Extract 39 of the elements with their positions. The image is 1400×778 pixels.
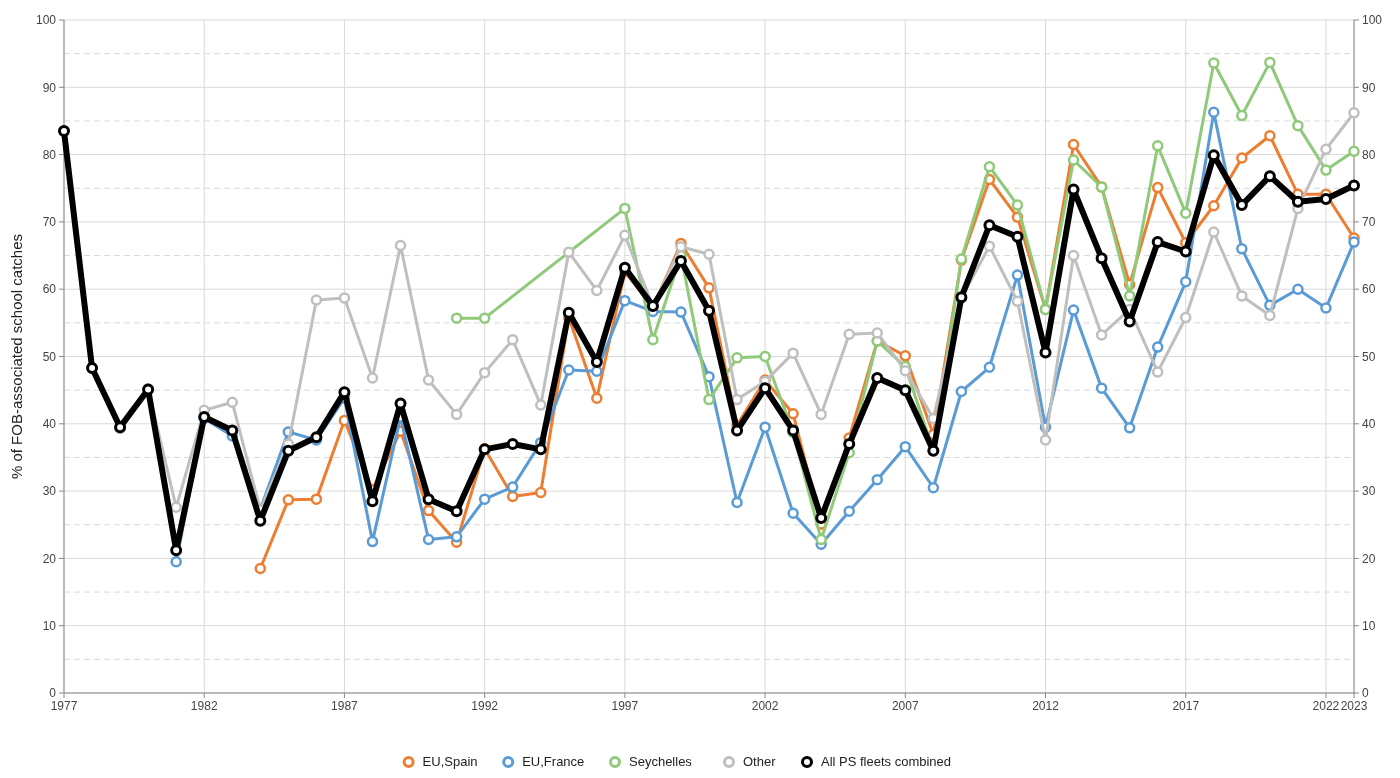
x-tick-label: 1982 xyxy=(190,699,218,713)
legend-label: EU,France xyxy=(522,754,585,769)
x-tick-label: 2007 xyxy=(891,699,919,713)
x-tick-label: 2002 xyxy=(751,699,779,713)
y-tick-label: 20 xyxy=(42,551,57,566)
y-tick-label: 80 xyxy=(42,147,57,162)
y-tick-label: 50 xyxy=(42,349,57,364)
y-tick-label: 30 xyxy=(42,484,57,499)
x-tick-label: 2017 xyxy=(1172,699,1200,713)
y2-tick-label: 60 xyxy=(1362,282,1376,297)
y2-tick-label: 100 xyxy=(1362,13,1383,28)
x-tick-label: 1987 xyxy=(331,699,359,713)
x-tick-label: 2022 xyxy=(1312,699,1340,713)
x-tick-label: 2012 xyxy=(1032,699,1060,713)
y-tick-label: 40 xyxy=(42,417,57,431)
y2-tick-label: 30 xyxy=(1362,484,1376,499)
legend-label: Seychelles xyxy=(629,754,693,769)
y-tick-label: 70 xyxy=(42,215,57,230)
legend-label: All PS fleets combined xyxy=(821,754,952,769)
y-axis-title: % of FOB-associated school catches xyxy=(8,233,25,480)
y2-tick-label: 90 xyxy=(1362,80,1376,95)
y-tick-label: 60 xyxy=(42,282,57,297)
x-tick-label: 1992 xyxy=(471,699,499,713)
y-tick-label: 100 xyxy=(35,13,57,28)
x-tick-label: 1977 xyxy=(50,699,78,713)
x-tick-label: 2023 xyxy=(1340,699,1368,713)
legend-label: Other xyxy=(743,754,777,769)
y2-tick-label: 50 xyxy=(1362,349,1376,364)
x-tick-label: 1997 xyxy=(611,699,639,713)
y-tick-label: 10 xyxy=(42,618,57,633)
legend-label: EU,Spain xyxy=(422,754,478,769)
y2-tick-label: 40 xyxy=(1362,417,1376,431)
y-tick-label: 90 xyxy=(42,80,57,95)
y2-tick-label: 80 xyxy=(1362,147,1376,162)
y2-tick-label: 0 xyxy=(1362,686,1369,701)
y-tick-label: 0 xyxy=(49,686,57,701)
y2-tick-label: 20 xyxy=(1362,551,1376,566)
y2-tick-label: 10 xyxy=(1362,618,1376,633)
y2-tick-label: 70 xyxy=(1362,215,1376,230)
